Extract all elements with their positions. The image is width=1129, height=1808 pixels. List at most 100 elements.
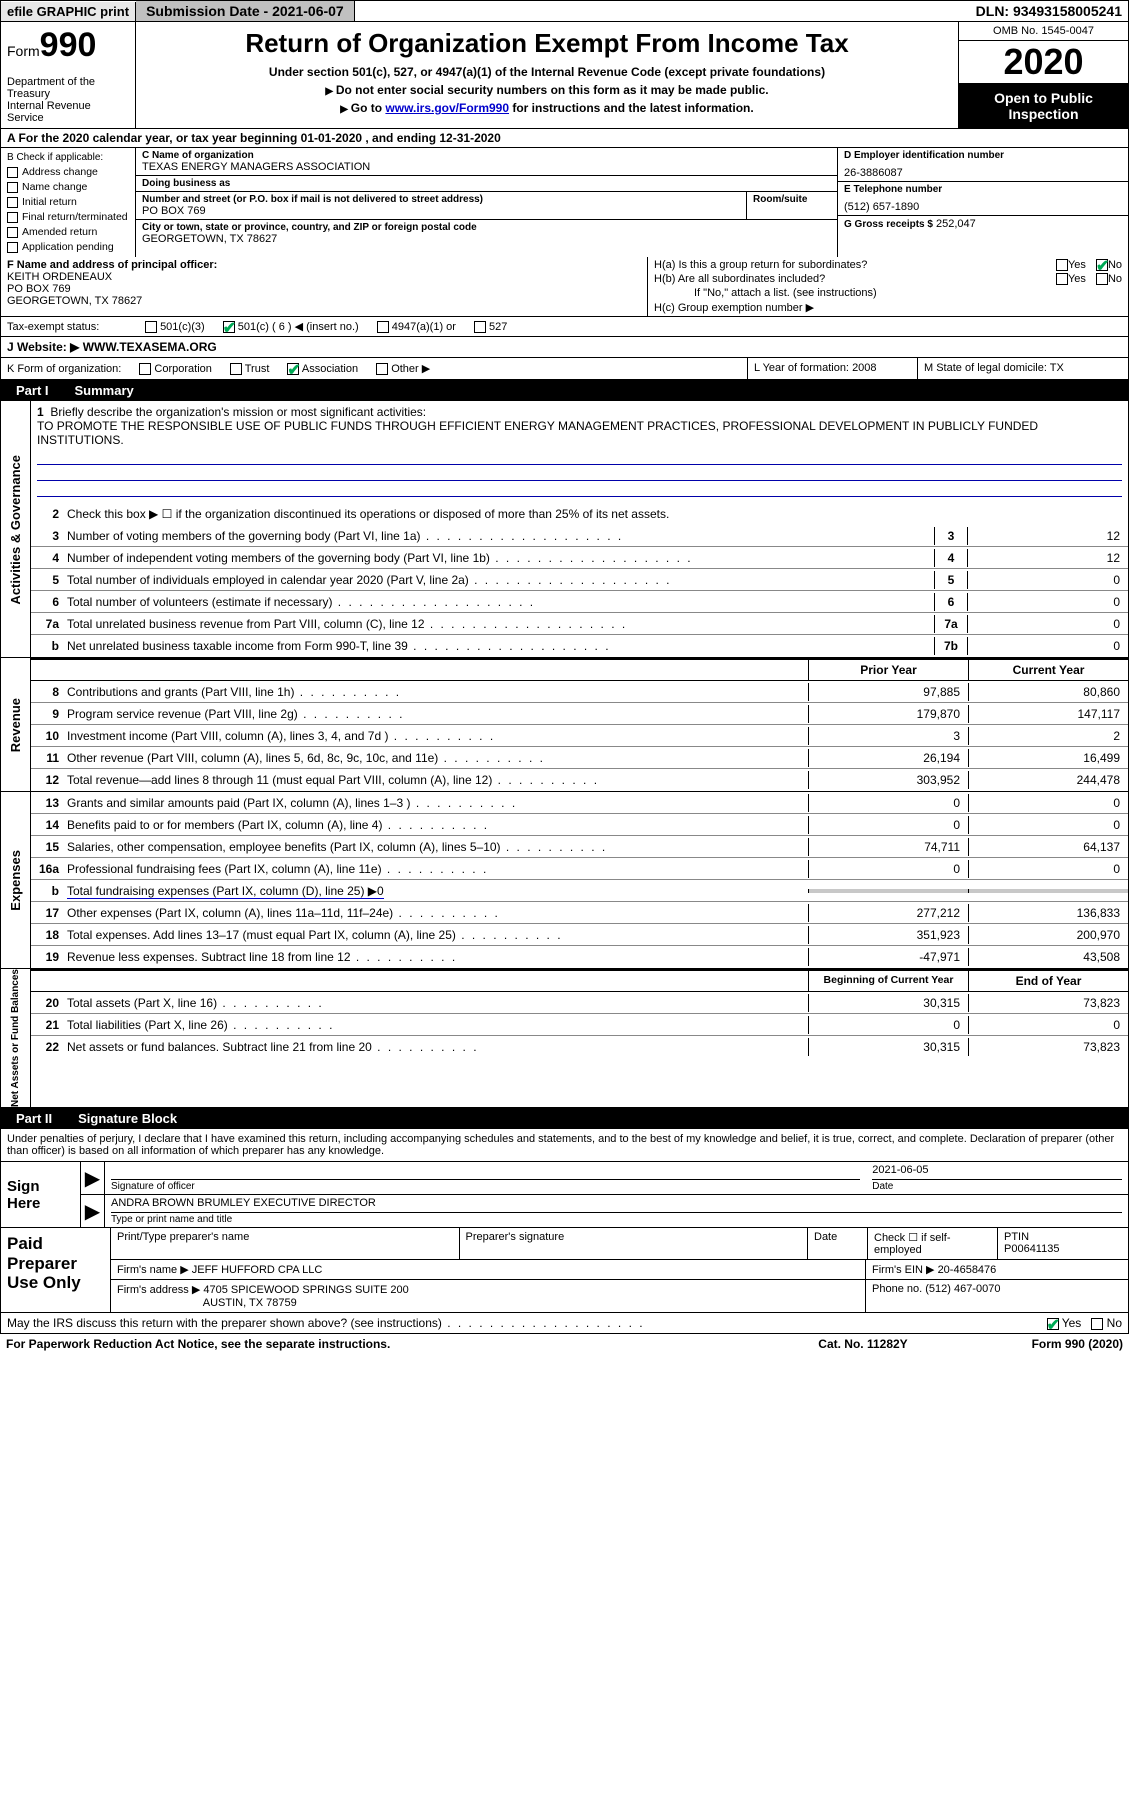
line-16a: 16aProfessional fundraising fees (Part I… <box>31 858 1128 880</box>
chk-address-change[interactable]: Address change <box>7 166 129 178</box>
header-right: OMB No. 1545-0047 2020 Open to Public In… <box>958 22 1128 128</box>
dba-cell: Doing business as <box>136 176 837 192</box>
line-b: bNet unrelated business taxable income f… <box>31 635 1128 657</box>
ha-text: H(a) Is this a group return for subordin… <box>654 259 867 271</box>
hb-note: If "No," attach a list. (see instruction… <box>654 287 1122 299</box>
sub3-b: for instructions and the latest informat… <box>509 101 754 115</box>
line-16b: b Total fundraising expenses (Part IX, c… <box>31 880 1128 902</box>
discuss-no[interactable]: No <box>1091 1316 1122 1330</box>
chk-app-pending[interactable]: Application pending <box>7 241 129 253</box>
tax-527[interactable]: 527 <box>474 321 507 333</box>
firm-phone-lbl: Phone no. <box>872 1283 922 1295</box>
chk-name-change[interactable]: Name change <box>7 181 129 193</box>
part1-tab: Part I <box>0 380 65 401</box>
part1-netassets: Net Assets or Fund Balances Beginning of… <box>0 969 1129 1108</box>
line-10: 10Investment income (Part VIII, column (… <box>31 725 1128 747</box>
form990-link[interactable]: www.irs.gov/Form990 <box>385 101 509 115</box>
officer-sig-lbl: Signature of officer <box>111 1180 860 1192</box>
form-prefix: Form <box>7 43 40 59</box>
part1-header: Part I Summary <box>0 380 1129 401</box>
prep-date-hdr: Date <box>808 1228 868 1259</box>
section-bcd: B Check if applicable: Address change Na… <box>0 148 1129 257</box>
domicile: TX <box>1050 362 1064 374</box>
box-h: H(a) Is this a group return for subordin… <box>648 257 1128 316</box>
hb-yes[interactable]: Yes <box>1056 273 1086 285</box>
col-prior: Prior Year <box>808 660 968 680</box>
ein-lbl: D Employer identification number <box>844 150 1122 161</box>
tax-lbl: Tax-exempt status: <box>7 321 127 333</box>
dln: DLN: 93493158005241 <box>970 1 1128 21</box>
ha-no[interactable]: No <box>1096 259 1122 271</box>
chk-amended[interactable]: Amended return <box>7 226 129 238</box>
part2-tab: Part II <box>0 1108 68 1129</box>
officer-addr1: PO BOX 769 <box>7 283 641 295</box>
line-11: 11Other revenue (Part VIII, column (A), … <box>31 747 1128 769</box>
k-other[interactable]: Other ▶ <box>376 362 430 375</box>
gross-cell: G Gross receipts $ 252,047 <box>838 216 1128 232</box>
part2-title: Signature Block <box>68 1108 187 1129</box>
hc-text: H(c) Group exemption number ▶ <box>654 301 814 314</box>
k-assoc[interactable]: Association <box>287 363 358 375</box>
open-to-public: Open to Public Inspection <box>959 84 1128 128</box>
prep-name-hdr: Print/Type preparer's name <box>111 1228 460 1259</box>
form-990: 990 <box>40 26 97 64</box>
org-name: TEXAS ENERGY MANAGERS ASSOCIATION <box>142 161 831 173</box>
discuss-yes[interactable]: Yes <box>1047 1316 1082 1330</box>
line-17: 17Other expenses (Part IX, column (A), l… <box>31 902 1128 924</box>
h-a: H(a) Is this a group return for subordin… <box>654 259 1122 271</box>
mission-blank-lines <box>31 449 1128 503</box>
irs-label: Internal Revenue Service <box>7 100 129 124</box>
chk-initial-return[interactable]: Initial return <box>7 196 129 208</box>
submission-date: Submission Date - 2021-06-07 <box>136 1 355 21</box>
subtitle-3: Go to www.irs.gov/Form990 for instructio… <box>146 101 948 115</box>
prep-selfemp[interactable]: Check ☐ if self-employed <box>868 1228 998 1259</box>
prep-ptin-cell: PTIN P00641135 <box>998 1228 1128 1259</box>
row-k: K Form of organization: Corporation Trus… <box>1 358 748 379</box>
phone-lbl: E Telephone number <box>844 184 1122 195</box>
pra-notice: For Paperwork Reduction Act Notice, see … <box>6 1337 763 1351</box>
dba-lbl: Doing business as <box>142 178 831 189</box>
part1-revenue: Revenue Prior Year Current Year 8Contrib… <box>0 658 1129 792</box>
line-3: 3Number of voting members of the governi… <box>31 525 1128 547</box>
sub3-a: Go to <box>351 101 386 115</box>
line-7a: 7aTotal unrelated business revenue from … <box>31 613 1128 635</box>
paid-preparer-row: Paid Preparer Use Only Print/Type prepar… <box>1 1227 1128 1312</box>
header-mid: Return of Organization Exempt From Incom… <box>136 22 958 128</box>
officer-printed-name: ANDRA BROWN BRUMLEY EXECUTIVE DIRECTOR <box>111 1197 1122 1213</box>
org-name-cell: C Name of organization TEXAS ENERGY MANA… <box>136 148 837 176</box>
tax-501c3[interactable]: 501(c)(3) <box>145 321 205 333</box>
k-lbl: K Form of organization: <box>7 363 121 375</box>
box-b-title: B Check if applicable: <box>7 152 129 163</box>
officer-signature-line[interactable] <box>111 1164 860 1180</box>
tax-4947[interactable]: 4947(a)(1) or <box>377 321 456 333</box>
part1-title: Summary <box>65 380 144 401</box>
form-number: Form990 <box>7 26 129 65</box>
chk-final-return[interactable]: Final return/terminated <box>7 211 129 223</box>
addr-val: PO BOX 769 <box>142 205 740 217</box>
officer-addr2: GEORGETOWN, TX 78627 <box>7 295 641 307</box>
line-13: 13Grants and similar amounts paid (Part … <box>31 792 1128 814</box>
firm-addr-lbl: Firm's address ▶ <box>117 1284 200 1296</box>
part1-activities: Activities & Governance 1 Briefly descri… <box>0 401 1129 658</box>
line-15: 15Salaries, other compensation, employee… <box>31 836 1128 858</box>
ha-yes[interactable]: Yes <box>1056 259 1086 271</box>
k-corp[interactable]: Corporation <box>139 363 212 375</box>
col-current: Current Year <box>968 660 1128 680</box>
h-c: H(c) Group exemption number ▶ <box>654 301 1122 314</box>
phone-val: (512) 657-1890 <box>844 195 1122 213</box>
row-klm: K Form of organization: Corporation Trus… <box>0 358 1129 380</box>
dept-label: Department of the Treasury <box>7 76 129 100</box>
tax-501c[interactable]: 501(c) ( 6 ) ◀ (insert no.) <box>223 320 359 333</box>
row-m: M State of legal domicile: TX <box>918 358 1128 379</box>
line-4: 4Number of independent voting members of… <box>31 547 1128 569</box>
tax-exempt-row: Tax-exempt status: 501(c)(3) 501(c) ( 6 … <box>0 317 1129 337</box>
firm-addr2: AUSTIN, TX 78759 <box>203 1297 297 1309</box>
box-f: F Name and address of principal officer:… <box>1 257 648 316</box>
omb-number: OMB No. 1545-0047 <box>959 22 1128 41</box>
prep-sig-hdr: Preparer's signature <box>460 1228 809 1259</box>
box-deg: D Employer identification number 26-3886… <box>838 148 1128 257</box>
form-ref: Form 990 (2020) <box>963 1337 1123 1351</box>
k-trust[interactable]: Trust <box>230 363 270 375</box>
l1-text: Briefly describe the organization's miss… <box>50 405 426 419</box>
ein-cell: D Employer identification number 26-3886… <box>838 148 1128 182</box>
